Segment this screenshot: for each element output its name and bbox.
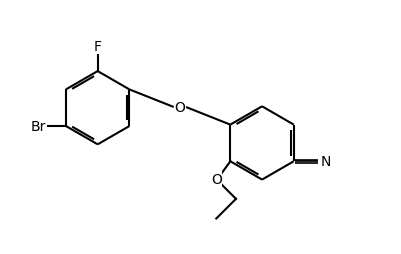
Text: N: N xyxy=(320,155,330,169)
Text: O: O xyxy=(174,101,185,115)
Text: F: F xyxy=(93,40,101,54)
Text: O: O xyxy=(210,172,221,186)
Text: Br: Br xyxy=(31,120,46,134)
